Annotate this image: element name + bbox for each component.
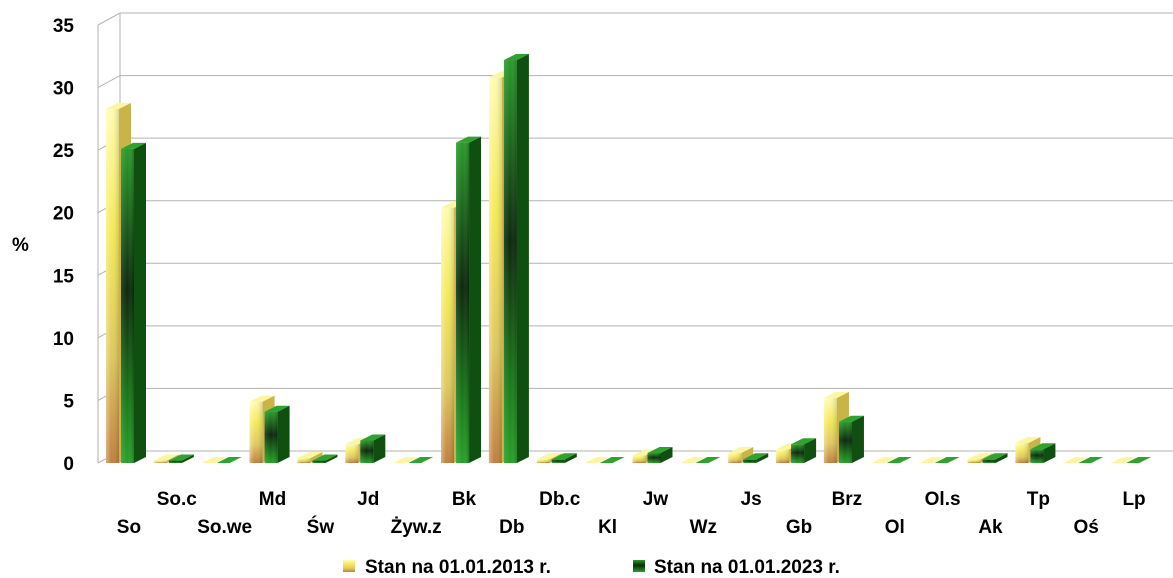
bar xyxy=(584,457,610,463)
legend: Stan na 01.01.2013 r. Stan na 01.01.2023… xyxy=(343,557,840,578)
gridline xyxy=(97,12,1173,26)
x-tick-label: Md xyxy=(259,489,286,510)
bar xyxy=(1078,457,1104,463)
x-tick-label: Żyw.z xyxy=(391,517,442,538)
x-tick-label: Ol.s xyxy=(925,489,961,510)
bar xyxy=(503,54,529,463)
y-tick-label: 25 xyxy=(53,141,75,162)
bar xyxy=(919,457,945,463)
bar xyxy=(551,453,577,463)
legend-item-2023: Stan na 01.01.2023 r. xyxy=(633,557,840,578)
y-axis-label: % xyxy=(12,235,29,256)
x-tick-label: Js xyxy=(741,489,762,510)
bar xyxy=(393,457,419,463)
bar xyxy=(838,415,864,463)
bar xyxy=(1111,457,1137,463)
legend-swatch-2013 xyxy=(343,560,355,572)
gridlines xyxy=(97,12,1173,464)
bar xyxy=(934,457,960,463)
x-tick-label: Oś xyxy=(1074,517,1099,538)
x-tick-label: Db xyxy=(499,517,524,538)
gridline xyxy=(97,262,1173,276)
bar xyxy=(456,136,482,464)
gridline xyxy=(97,325,1173,339)
x-tick-label: Lp xyxy=(1122,489,1145,510)
y-tick-labels: 0 5 10 15 20 25 30 35 xyxy=(53,16,75,475)
legend-label-2023: Stan na 01.01.2023 r. xyxy=(654,557,840,578)
y-tick-label: 35 xyxy=(53,16,75,37)
x-tick-label: Tp xyxy=(1027,489,1050,510)
bar xyxy=(871,457,897,463)
x-tick-labels: So So.c So.we Md Św Jd Żyw.z Bk Db Db.c Kl Jw Wz Js Gb… xyxy=(117,489,1146,538)
y-tick-label: 20 xyxy=(53,204,74,225)
bar xyxy=(743,453,769,463)
x-tick-label: Kl xyxy=(598,517,617,538)
x-tick-label: Ak xyxy=(978,517,1003,538)
legend-swatch-2023 xyxy=(633,560,645,572)
x-tick-label: Bk xyxy=(452,489,477,510)
bar xyxy=(680,457,706,463)
x-tick-label: Db.c xyxy=(539,489,581,510)
legend-label-2013: Stan na 01.01.2013 r. xyxy=(365,557,551,578)
gridline xyxy=(97,200,1173,214)
bar xyxy=(695,457,721,463)
y-tick-label: 30 xyxy=(53,79,74,100)
bar xyxy=(1030,443,1056,463)
bar xyxy=(982,453,1008,463)
gridline xyxy=(97,137,1173,151)
y-tick-label: 10 xyxy=(53,329,74,350)
bar xyxy=(1126,457,1152,463)
legend-item-2013: Stan na 01.01.2013 r. xyxy=(343,557,551,578)
bar xyxy=(201,457,227,463)
y-tick-label: 15 xyxy=(53,266,75,287)
x-tick-label: Brz xyxy=(832,489,863,510)
y-tick-label: 0 xyxy=(63,454,74,475)
bar xyxy=(647,446,673,463)
bar xyxy=(360,434,386,463)
bars xyxy=(106,54,1152,464)
bar xyxy=(791,438,817,463)
y-tick-label: 5 xyxy=(63,391,74,412)
bar xyxy=(1063,457,1089,463)
x-tick-label: Jw xyxy=(643,489,669,510)
x-tick-label: So xyxy=(117,517,141,538)
bar xyxy=(216,457,242,463)
bar xyxy=(599,457,625,463)
bar xyxy=(886,457,912,463)
bar xyxy=(312,454,338,463)
x-tick-label: Wz xyxy=(690,517,717,538)
gridline xyxy=(97,75,1173,89)
x-tick-label: Jd xyxy=(357,489,379,510)
x-tick-label: So.we xyxy=(197,517,252,538)
x-tick-label: Św xyxy=(307,516,335,538)
bar xyxy=(121,142,146,464)
bar xyxy=(264,405,290,463)
bar xyxy=(168,454,194,463)
x-tick-label: Ol xyxy=(885,517,905,538)
x-tick-label: So.c xyxy=(157,489,198,510)
bar xyxy=(408,457,434,463)
x-tick-label: Gb xyxy=(786,517,812,538)
